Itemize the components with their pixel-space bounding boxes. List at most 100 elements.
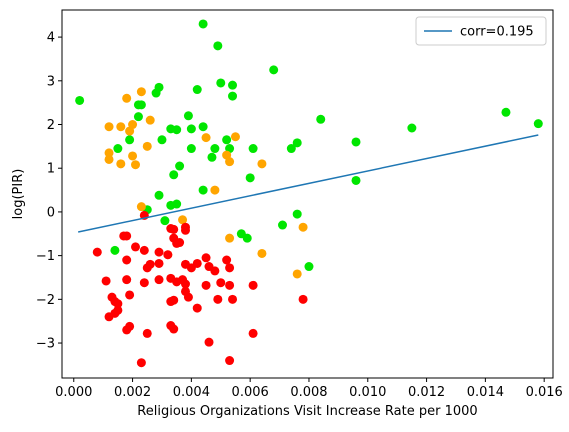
x-tick-label: 0.002 xyxy=(114,385,151,400)
scatter-point xyxy=(172,125,182,135)
scatter-point xyxy=(257,159,267,169)
y-tick-label: 2 xyxy=(47,118,55,133)
correlation-fit-line xyxy=(78,134,539,233)
scatter-point xyxy=(248,144,258,154)
scatter-point xyxy=(407,123,417,133)
x-tick-label: 0.006 xyxy=(232,385,269,400)
x-tick-label: 0.004 xyxy=(173,385,210,400)
scatter-point xyxy=(178,215,188,225)
scatter-point xyxy=(145,115,155,125)
scatter-point xyxy=(228,91,238,101)
scatter-point xyxy=(286,144,296,154)
scatter-point xyxy=(207,152,217,162)
scatter-point xyxy=(201,253,211,263)
scatter-point xyxy=(230,132,240,142)
scatter-point xyxy=(104,122,114,132)
scatter-point xyxy=(104,154,114,164)
scatter-point xyxy=(316,114,326,124)
y-tick-label: −1 xyxy=(36,249,55,264)
y-tick-label: −2 xyxy=(36,293,55,308)
x-tick-label: 0.000 xyxy=(55,385,92,400)
scatter-point xyxy=(298,294,308,304)
scatter-point xyxy=(125,290,135,300)
scatter-point xyxy=(225,356,235,366)
scatter-point xyxy=(248,280,258,290)
scatter-point xyxy=(292,209,302,219)
scatter-point xyxy=(151,88,161,98)
scatter-point xyxy=(186,144,196,154)
fit-line-layer xyxy=(78,134,539,233)
scatter-point xyxy=(122,93,132,103)
scatter-point xyxy=(139,245,149,255)
scatter-point xyxy=(154,247,164,257)
scatter-point xyxy=(157,135,167,145)
scatter-point xyxy=(122,255,132,265)
scatter-point xyxy=(113,144,123,154)
scatter-point xyxy=(160,216,170,226)
scatter-point xyxy=(75,95,85,105)
scatter-point xyxy=(180,279,190,289)
scatter-point xyxy=(136,358,146,368)
scatter-point xyxy=(228,80,238,90)
scatter-point xyxy=(128,120,138,130)
y-axis-ticks: −3 −2 −1 0 1 2 3 4 xyxy=(36,31,62,352)
scatter-point xyxy=(245,173,255,183)
scatter-point xyxy=(125,135,135,145)
scatter-point xyxy=(169,295,179,305)
scatter-point xyxy=(213,294,223,304)
scatter-point xyxy=(104,148,114,158)
data-points xyxy=(75,19,543,368)
scatter-point xyxy=(248,328,258,338)
scatter-point xyxy=(213,41,223,51)
scatter-point xyxy=(136,87,146,97)
scatter-point xyxy=(298,222,308,232)
scatter-point xyxy=(154,275,164,285)
scatter-point xyxy=(351,175,361,185)
scatter-point xyxy=(131,242,141,252)
y-tick-label: 0 xyxy=(47,205,55,220)
scatter-point xyxy=(116,122,126,132)
scatter-point xyxy=(269,65,279,75)
scatter-point xyxy=(501,107,511,117)
scatter-point xyxy=(201,133,211,143)
scatter-point xyxy=(169,224,179,234)
scatter-point xyxy=(201,280,211,290)
y-tick-label: 4 xyxy=(47,31,55,46)
scatter-point xyxy=(110,245,120,255)
x-tick-label: 0.010 xyxy=(349,385,386,400)
y-axis-label: log(PIR) xyxy=(11,169,26,220)
scatter-point xyxy=(192,303,202,313)
scatter-point xyxy=(142,141,152,151)
scatter-point xyxy=(225,263,235,273)
scatter-point xyxy=(183,292,193,302)
scatter-point xyxy=(198,122,208,132)
scatter-point xyxy=(142,263,152,273)
x-tick-label: 0.016 xyxy=(526,385,563,400)
scatter-point xyxy=(104,312,114,322)
y-tick-label: −3 xyxy=(36,337,55,352)
scatter-point xyxy=(304,262,314,272)
scatter-point xyxy=(136,202,146,212)
scatter-point xyxy=(192,258,202,268)
scatter-point xyxy=(101,276,111,286)
scatter-point xyxy=(169,324,179,334)
scatter-point xyxy=(210,144,220,154)
scatter-point xyxy=(180,222,190,232)
scatter-point xyxy=(533,119,543,129)
y-tick-label: 3 xyxy=(47,74,55,89)
scatter-point xyxy=(92,247,102,257)
plot-area-frame xyxy=(61,9,554,379)
scatter-point xyxy=(154,190,164,200)
scatter-point xyxy=(183,111,193,121)
scatter-point xyxy=(216,278,226,288)
scatter-point xyxy=(122,231,132,241)
scatter-point xyxy=(257,248,267,258)
scatter-point xyxy=(113,305,123,315)
legend: corr=0.195 xyxy=(415,16,547,46)
scatter-point xyxy=(116,159,126,169)
scatter-point xyxy=(225,280,235,290)
scatter-point xyxy=(216,78,226,88)
scatter-point xyxy=(131,160,141,170)
scatter-point xyxy=(225,233,235,243)
